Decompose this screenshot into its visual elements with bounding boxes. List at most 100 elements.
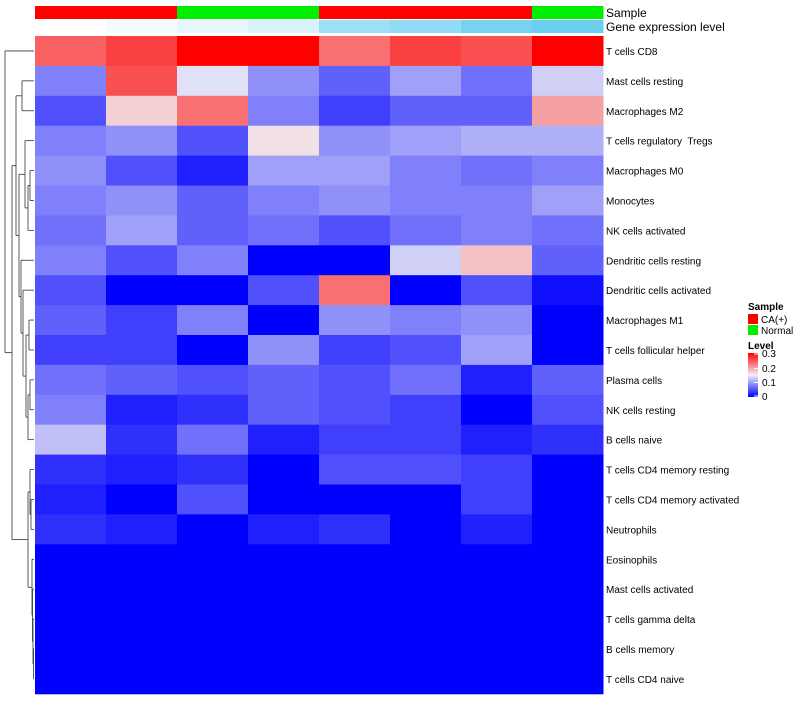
heatmap-cell xyxy=(106,95,178,127)
heatmap-cell xyxy=(461,65,533,97)
heatmap-cell xyxy=(106,305,178,336)
heatmap-cell xyxy=(319,634,391,665)
heatmap-cell xyxy=(319,305,391,336)
heatmap-cell xyxy=(248,125,320,157)
heatmap-cell xyxy=(106,484,178,515)
expression-annotation-title: Gene expression level xyxy=(606,20,725,34)
heatmap-cell xyxy=(390,454,462,485)
heatmap-cell xyxy=(319,215,391,246)
row-label: T cells follicular helper xyxy=(606,346,705,357)
heatmap-cell xyxy=(177,95,249,127)
heatmap-cell xyxy=(177,544,249,575)
heatmap-cell xyxy=(319,275,391,306)
heatmap-cell xyxy=(319,394,391,426)
heatmap-cell xyxy=(390,514,462,545)
heatmap-cell xyxy=(461,155,533,186)
level-legend-tick-2: 0.1 xyxy=(762,378,776,389)
heatmap-cell xyxy=(319,544,391,575)
sample-annotation-cell xyxy=(248,6,320,19)
heatmap-cell xyxy=(532,335,604,366)
sample-annotation-cell xyxy=(35,6,107,19)
heatmap-cell xyxy=(106,364,178,396)
heatmap-cell xyxy=(248,574,320,605)
heatmap-cell xyxy=(248,305,320,336)
heatmap-cell xyxy=(177,36,249,67)
heatmap-cell xyxy=(461,574,533,605)
heatmap-cell xyxy=(248,155,320,186)
level-legend-tick-1: 0.2 xyxy=(762,364,776,375)
heatmap-cell xyxy=(177,514,249,545)
heatmap-cell xyxy=(461,275,533,306)
heatmap-cell xyxy=(461,424,533,456)
heatmap-cell xyxy=(532,424,604,456)
row-label: Dendritic cells resting xyxy=(606,256,701,267)
heatmap-cell xyxy=(35,454,107,485)
expression-annotation-cell xyxy=(248,20,320,33)
heatmap-cell xyxy=(248,36,320,67)
heatmap-cell xyxy=(248,604,320,635)
heatmap-cell xyxy=(461,36,533,67)
heatmap-cell xyxy=(35,215,107,246)
heatmap-cell xyxy=(35,155,107,186)
heatmap-cell xyxy=(319,424,391,456)
heatmap-cell xyxy=(35,364,107,396)
row-label: B cells memory xyxy=(606,645,674,656)
heatmap-cell xyxy=(319,454,391,485)
heatmap-cell xyxy=(532,454,604,485)
row-label: T cells CD4 memory activated xyxy=(606,495,739,506)
expression-annotation-cell xyxy=(532,20,604,33)
heatmap-cell xyxy=(390,335,462,366)
heatmap-cell xyxy=(461,95,533,127)
row-label: Plasma cells xyxy=(606,376,662,387)
expression-annotation-bar xyxy=(35,20,604,33)
heatmap-cell xyxy=(177,484,249,515)
row-label: Eosinophils xyxy=(606,555,657,566)
heatmap-cell xyxy=(248,275,320,306)
heatmap-cell xyxy=(532,65,604,97)
sample-annotation-cell xyxy=(532,6,604,19)
heatmap-cell xyxy=(177,305,249,336)
heatmap-cell xyxy=(177,634,249,665)
heatmap-cell xyxy=(177,663,249,695)
heatmap-cell xyxy=(35,424,107,456)
level-legend: Level 0.3 0.2 0.1 0 xyxy=(748,341,776,403)
level-legend-tick-3: 0 xyxy=(762,392,768,403)
heatmap-cell xyxy=(106,155,178,186)
heatmap-cell xyxy=(248,95,320,127)
heatmap-cell xyxy=(461,454,533,485)
heatmap-cell xyxy=(106,65,178,97)
heatmap-cells xyxy=(35,36,604,695)
heatmap-cell xyxy=(319,95,391,127)
row-label: NK cells activated xyxy=(606,226,685,237)
row-label: Dendritic cells activated xyxy=(606,286,711,297)
heatmap-cell xyxy=(319,65,391,97)
heatmap-cell xyxy=(177,275,249,306)
heatmap-cell xyxy=(390,95,462,127)
heatmap-cell xyxy=(390,394,462,426)
heatmap-cell xyxy=(248,364,320,396)
heatmap-cell xyxy=(532,514,604,545)
heatmap-cell xyxy=(248,185,320,216)
heatmap-cell xyxy=(532,215,604,246)
heatmap-cell xyxy=(461,125,533,157)
heatmap-cell xyxy=(390,125,462,157)
heatmap-cell xyxy=(461,514,533,545)
heatmap-cell xyxy=(177,125,249,157)
heatmap-cell xyxy=(35,514,107,545)
heatmap-cell xyxy=(532,544,604,575)
row-label: T cells regulatory Tregs xyxy=(606,137,713,148)
heatmap-cell xyxy=(461,215,533,246)
heatmap-cell xyxy=(390,544,462,575)
heatmap-cell xyxy=(106,514,178,545)
heatmap-cell xyxy=(177,604,249,635)
heatmap-cell xyxy=(35,484,107,515)
row-label: NK cells resting xyxy=(606,406,675,417)
heatmap-cell xyxy=(106,574,178,605)
heatmap-cell xyxy=(532,155,604,186)
heatmap-cell xyxy=(461,245,533,276)
heatmap-cell xyxy=(532,394,604,426)
heatmap-cell xyxy=(106,215,178,246)
row-label: Mast cells activated xyxy=(606,585,693,596)
